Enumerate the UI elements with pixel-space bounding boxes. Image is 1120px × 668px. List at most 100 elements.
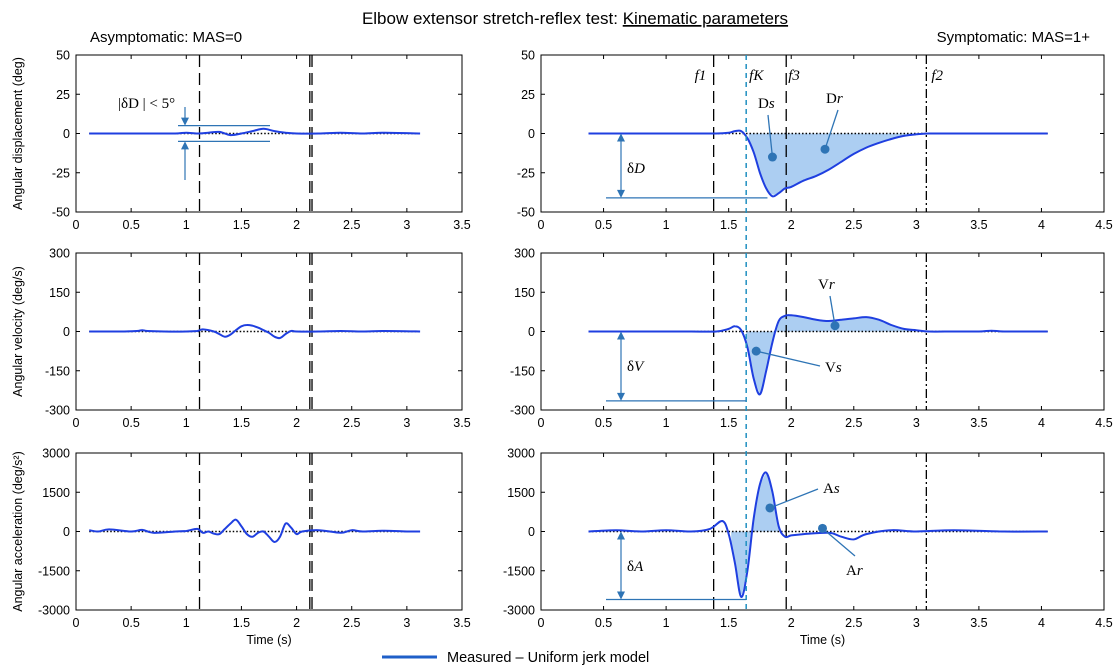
left-delta-d-arrow-top-head bbox=[181, 117, 189, 126]
x-axis-label: Time (s) bbox=[800, 633, 845, 647]
x-tick-label: 3 bbox=[403, 416, 410, 430]
x-tick-label: 1.5 bbox=[720, 218, 737, 232]
y-tick-label: -3000 bbox=[38, 604, 70, 618]
x-tick-label: 1.5 bbox=[720, 416, 737, 430]
y-tick-label: -150 bbox=[510, 364, 535, 378]
y-tick-label: -300 bbox=[45, 404, 70, 418]
x-tick-label: 3 bbox=[913, 616, 920, 630]
x-tick-label: 0.5 bbox=[595, 218, 612, 232]
x-tick-label: 1 bbox=[183, 616, 190, 630]
x-tick-label: 2 bbox=[788, 416, 795, 430]
annotation-f3: f3 bbox=[788, 68, 800, 84]
vs-leader bbox=[756, 350, 821, 367]
legend: Measured – Uniform jerk model bbox=[382, 650, 649, 666]
x-tick-label: 3.5 bbox=[453, 218, 470, 232]
x-tick-label: 2.5 bbox=[845, 218, 862, 232]
chart-left-velocity: 0 0.5 1 1.5 2 2.5 3 3.5 -300 -150 0 150 300 Angular v… bbox=[11, 247, 471, 431]
y-tick-label: -300 bbox=[510, 404, 535, 418]
y-axis-label: Angular velocity (deg/s) bbox=[11, 266, 25, 397]
x-tick-label: 2.5 bbox=[343, 218, 360, 232]
x-tick-label: 0 bbox=[538, 416, 545, 430]
series-line bbox=[588, 129, 1048, 198]
y-tick-label: 150 bbox=[514, 286, 535, 300]
x-tick-label: 0.5 bbox=[122, 218, 139, 232]
annotation-dr: Dr bbox=[826, 91, 843, 107]
chart-right-velocity: 0 0.5 1 1.5 2 2.5 3 3.5 4 4.5 -300 -150 0 150 300 bbox=[510, 247, 1113, 431]
delta-v-arrow-head-bottom bbox=[617, 392, 625, 401]
x-tick-label: 0 bbox=[538, 218, 545, 232]
x-tick-label: 2.5 bbox=[845, 616, 862, 630]
y-tick-label: 0 bbox=[63, 525, 70, 539]
y-tick-label: -25 bbox=[52, 166, 70, 180]
series-line bbox=[588, 471, 1048, 598]
annotation-vr: Vr bbox=[818, 277, 835, 293]
x-tick-label: 0 bbox=[73, 416, 80, 430]
x-tick-label: 4.5 bbox=[1095, 416, 1112, 430]
x-tick-label: 2 bbox=[788, 616, 795, 630]
x-tick-label: 2.5 bbox=[845, 416, 862, 430]
y-tick-label: -1500 bbox=[38, 564, 70, 578]
x-tick-label: 1 bbox=[183, 218, 190, 232]
x-tick-label: 0.5 bbox=[595, 416, 612, 430]
annotation-ar: Ar bbox=[846, 563, 863, 579]
y-tick-label: 25 bbox=[56, 88, 70, 102]
x-tick-label: 1 bbox=[663, 416, 670, 430]
x-tick-label: 3.5 bbox=[970, 218, 987, 232]
x-tick-label: 3.5 bbox=[453, 416, 470, 430]
series-line bbox=[588, 314, 1048, 396]
x-tick-label: 1.5 bbox=[720, 616, 737, 630]
x-tick-label: 1 bbox=[663, 616, 670, 630]
delta-d-arrow-head-top bbox=[617, 133, 625, 142]
y-tick-label: 50 bbox=[56, 49, 70, 63]
chart-left-displacement: 0 0.5 1 1.5 2 2.5 3 3.5 -50 -25 0 25 50 Angular displ… bbox=[11, 49, 471, 233]
x-tick-label: 2 bbox=[293, 616, 300, 630]
x-tick-label: 4 bbox=[1038, 416, 1045, 430]
annotation-fk: fK bbox=[749, 68, 764, 84]
y-tick-label: 3000 bbox=[507, 447, 535, 461]
x-tick-label: 0.5 bbox=[595, 616, 612, 630]
y-tick-label: -1500 bbox=[503, 564, 535, 578]
chart-left-acceleration: 0 0.5 1 1.5 2 2.5 3 3.5 -3000 -1500 0 1500 3000 Angul… bbox=[11, 447, 471, 648]
annotations-group: |δD | < 5° f1 fK f3 f2 Ds Dr δD Vr Vs δV As Ar δA bbox=[118, 55, 944, 610]
y-axis-label: Angular displacement (deg) bbox=[11, 57, 25, 210]
annotation-vs: Vs bbox=[825, 360, 842, 376]
x-tick-label: 3 bbox=[913, 416, 920, 430]
x-tick-label: 0.5 bbox=[122, 616, 139, 630]
y-tick-label: 1500 bbox=[42, 486, 70, 500]
annotation-f2: f2 bbox=[931, 68, 943, 84]
y-tick-label: -50 bbox=[517, 206, 535, 220]
chart-right-displacement: 0 0.5 1 1.5 2 2.5 3 3.5 4 4.5 -50 -25 0 25 50 bbox=[517, 49, 1113, 233]
x-tick-label: 3.5 bbox=[970, 616, 987, 630]
x-tick-label: 3 bbox=[913, 218, 920, 232]
ar-leader bbox=[822, 527, 856, 557]
series-line bbox=[89, 518, 421, 544]
x-tick-label: 1.5 bbox=[233, 218, 250, 232]
dr-leader bbox=[824, 109, 839, 150]
y-tick-label: 300 bbox=[514, 247, 535, 261]
series-line bbox=[89, 323, 421, 340]
delta-v-arrow-head-top bbox=[617, 331, 625, 340]
y-tick-label: 150 bbox=[49, 286, 70, 300]
left-delta-d-arrow-bottom-head bbox=[181, 141, 189, 150]
y-tick-label: -25 bbox=[517, 166, 535, 180]
x-tick-label: 1 bbox=[183, 416, 190, 430]
x-tick-label: 3 bbox=[403, 218, 410, 232]
x-tick-label: 4.5 bbox=[1095, 616, 1112, 630]
x-tick-label: 1.5 bbox=[233, 416, 250, 430]
as-leader bbox=[769, 488, 819, 509]
right-panel-header: Symptomatic: MAS=1+ bbox=[937, 29, 1091, 46]
annotation-f1: f1 bbox=[695, 68, 707, 84]
y-tick-label: 50 bbox=[521, 49, 535, 63]
x-tick-label: 3.5 bbox=[453, 616, 470, 630]
x-tick-label: 2 bbox=[293, 218, 300, 232]
x-tick-label: 3.5 bbox=[970, 416, 987, 430]
x-tick-label: 3 bbox=[403, 616, 410, 630]
y-tick-label: 0 bbox=[528, 325, 535, 339]
annotation-as: As bbox=[823, 481, 840, 497]
series-line bbox=[89, 127, 421, 137]
y-tick-label: 0 bbox=[528, 127, 535, 141]
vr-leader bbox=[829, 295, 836, 326]
y-tick-label: 25 bbox=[521, 88, 535, 102]
annotation-delta-d: δD bbox=[627, 161, 645, 177]
